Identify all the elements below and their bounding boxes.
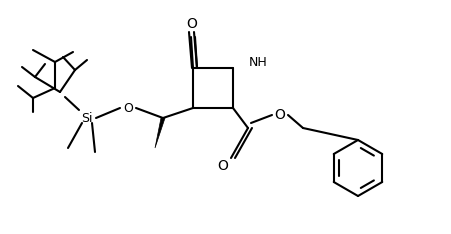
Polygon shape	[155, 118, 165, 148]
Text: O: O	[274, 108, 285, 122]
Text: Si: Si	[81, 111, 92, 124]
Text: O: O	[123, 102, 133, 114]
Text: NH: NH	[249, 56, 267, 69]
Text: O: O	[186, 17, 197, 31]
Text: O: O	[217, 159, 228, 173]
